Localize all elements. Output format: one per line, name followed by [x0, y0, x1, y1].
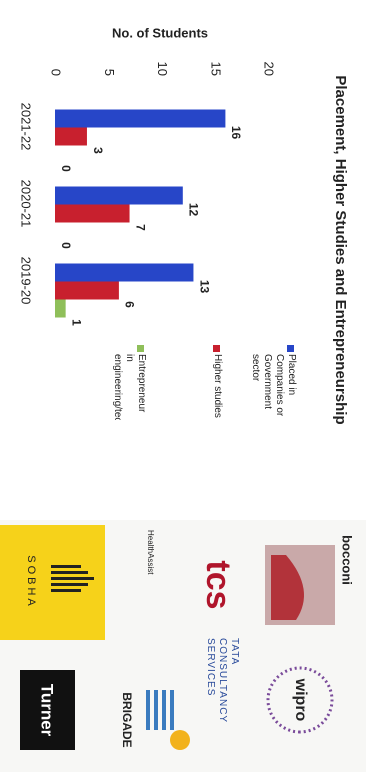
brigade-sun	[170, 730, 190, 750]
data-label: 3	[91, 147, 105, 154]
y-tick-label: 0	[49, 69, 64, 76]
x-tick-label: 2021-22	[19, 103, 34, 151]
brigade-stripe	[146, 690, 150, 730]
bar	[54, 299, 66, 318]
legend-label: Higher studies	[212, 354, 223, 418]
logo-turner: Turner	[38, 684, 57, 737]
sobha-bar	[51, 583, 88, 586]
logo-healthassist: HealthAssist	[146, 530, 155, 575]
logo-bocconi: bocconi	[340, 535, 355, 585]
y-tick-label: 5	[102, 69, 117, 76]
legend-label: Entrepreneur in engineering/technology	[112, 354, 147, 420]
sobha-bar	[51, 589, 81, 592]
logo-sobha: SOBHA	[25, 555, 37, 609]
data-label: 0	[59, 165, 73, 172]
chart-panel	[0, 0, 366, 520]
y-tick-label: 15	[208, 62, 223, 76]
logo-tcs: tcs	[199, 560, 237, 609]
logo-brigade: BRIGADE	[120, 692, 134, 747]
legend-entry-box: Placed in Companies or Government sector	[250, 354, 297, 417]
x-tick-label: 2019-20	[19, 257, 34, 305]
legend-label: Placed in Companies or Government sector	[250, 354, 297, 417]
sobha-bar	[51, 571, 88, 574]
bar	[55, 109, 226, 128]
brigade-stripe	[162, 690, 166, 730]
legend-entry-box: Higher studies	[212, 354, 223, 418]
bar	[54, 281, 119, 300]
logo-wipro: wipro	[292, 678, 309, 722]
turner-box	[20, 670, 75, 750]
data-label: 12	[187, 203, 201, 217]
legend-swatch	[213, 345, 220, 352]
data-label: 6	[123, 301, 137, 308]
chart-title: Placement, Higher Studies and Entreprene…	[332, 75, 349, 424]
data-label: 7	[133, 224, 147, 231]
brigade-stripe	[154, 690, 158, 730]
x-tick-label: 2020-21	[19, 180, 34, 228]
logo-tata-box: TATA CONSULTANCY SERVICES	[205, 638, 240, 723]
brigade-mark	[146, 690, 190, 750]
sobha-bar	[51, 565, 81, 568]
sobha-bars	[51, 565, 94, 592]
brigade-stripe	[170, 690, 174, 730]
logo-tata: TATA CONSULTANCY SERVICES	[205, 638, 240, 723]
legend-swatch	[287, 345, 294, 352]
data-label: 1	[69, 319, 83, 326]
bar	[55, 127, 87, 146]
wipro-ring	[266, 666, 334, 734]
data-label: 13	[197, 280, 211, 294]
sobha-box	[0, 525, 105, 640]
legend-entry-box: Entrepreneur in engineering/technology	[112, 354, 147, 420]
y-tick-label: 20	[262, 62, 277, 76]
y-axis-label: No. of Students	[112, 25, 208, 40]
y-tick-label: 10	[155, 62, 170, 76]
bar	[55, 204, 130, 223]
data-label: 0	[59, 242, 73, 249]
legend-swatch	[137, 345, 144, 352]
data-label: 16	[229, 126, 243, 140]
bar	[55, 263, 194, 282]
bar	[55, 186, 183, 205]
sobha-bar	[51, 577, 94, 580]
rotated-slide: Placement, Higher Studies and Entreprene…	[0, 0, 366, 750]
logo-photo-shape	[271, 555, 304, 620]
